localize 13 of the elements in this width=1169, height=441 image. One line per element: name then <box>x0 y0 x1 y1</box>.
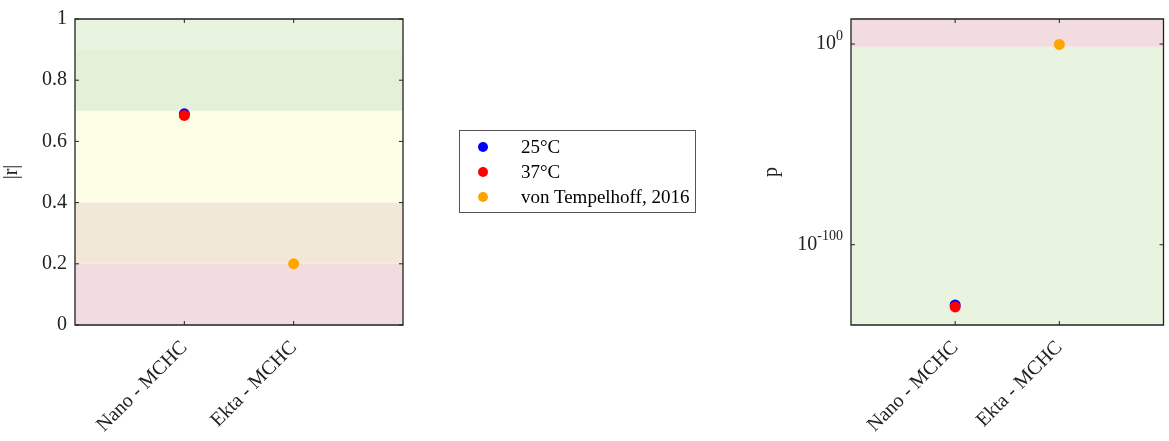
legend-label: 37°C <box>521 160 561 183</box>
y-axis-title: |r| <box>0 164 23 180</box>
y-tick-label: 0.4 <box>42 189 67 212</box>
y-tick-label: 1 <box>57 6 67 29</box>
y-tick-label: 0.8 <box>42 67 67 90</box>
y-tick-label: 0.6 <box>42 128 67 151</box>
y-tick-label: 0.2 <box>42 251 67 274</box>
point <box>288 258 300 270</box>
y-axis-title: p <box>759 167 783 177</box>
legend-label: 25°C <box>521 135 561 158</box>
y-tick-label: 0 <box>57 312 67 335</box>
legend-label: von Tempelhoff, 2016 <box>521 185 690 208</box>
point <box>1053 38 1065 50</box>
